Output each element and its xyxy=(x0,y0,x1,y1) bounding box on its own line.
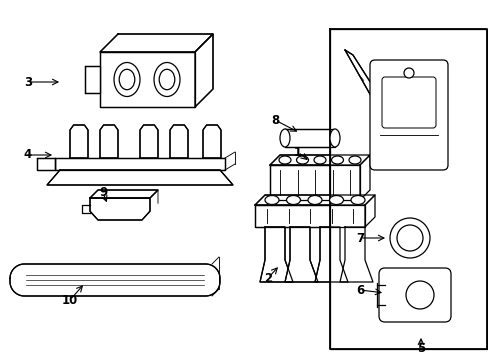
Polygon shape xyxy=(329,29,486,349)
Ellipse shape xyxy=(114,63,140,96)
FancyBboxPatch shape xyxy=(369,60,447,170)
Text: 4: 4 xyxy=(24,148,32,162)
Text: 3: 3 xyxy=(24,76,32,89)
Ellipse shape xyxy=(159,69,174,90)
Circle shape xyxy=(405,281,433,309)
Ellipse shape xyxy=(307,195,321,204)
Polygon shape xyxy=(359,155,369,200)
Text: 10: 10 xyxy=(62,293,78,306)
Text: 1: 1 xyxy=(293,145,302,158)
Polygon shape xyxy=(47,170,232,185)
Text: 7: 7 xyxy=(355,231,364,244)
Ellipse shape xyxy=(348,156,360,164)
Polygon shape xyxy=(90,190,158,198)
Ellipse shape xyxy=(154,63,180,96)
Circle shape xyxy=(396,225,422,251)
Polygon shape xyxy=(10,264,220,296)
Ellipse shape xyxy=(279,156,290,164)
Circle shape xyxy=(403,68,413,78)
Polygon shape xyxy=(339,227,372,282)
Ellipse shape xyxy=(280,129,289,147)
Ellipse shape xyxy=(329,129,339,147)
Text: 2: 2 xyxy=(264,271,271,284)
Text: 8: 8 xyxy=(270,113,279,126)
Ellipse shape xyxy=(313,156,325,164)
Polygon shape xyxy=(85,66,100,93)
Ellipse shape xyxy=(119,69,135,90)
Circle shape xyxy=(389,218,429,258)
Polygon shape xyxy=(260,227,292,282)
Polygon shape xyxy=(285,129,334,147)
Polygon shape xyxy=(37,158,55,170)
Polygon shape xyxy=(100,52,195,107)
Ellipse shape xyxy=(264,195,279,204)
Ellipse shape xyxy=(286,195,300,204)
Polygon shape xyxy=(254,205,364,227)
Polygon shape xyxy=(285,227,317,282)
Polygon shape xyxy=(345,50,419,165)
Polygon shape xyxy=(55,158,224,170)
Ellipse shape xyxy=(350,195,364,204)
Text: 5: 5 xyxy=(416,342,424,355)
Polygon shape xyxy=(140,125,158,158)
Polygon shape xyxy=(254,195,374,205)
Ellipse shape xyxy=(331,156,343,164)
Polygon shape xyxy=(314,227,347,282)
Polygon shape xyxy=(100,125,118,158)
Ellipse shape xyxy=(329,195,343,204)
Text: 9: 9 xyxy=(99,186,107,199)
Polygon shape xyxy=(100,34,213,52)
Polygon shape xyxy=(90,198,150,220)
Polygon shape xyxy=(195,34,213,107)
Polygon shape xyxy=(269,165,359,200)
Polygon shape xyxy=(364,195,374,227)
FancyBboxPatch shape xyxy=(381,77,435,128)
Polygon shape xyxy=(70,125,88,158)
Polygon shape xyxy=(269,155,369,165)
Polygon shape xyxy=(203,125,221,158)
Ellipse shape xyxy=(296,156,308,164)
FancyBboxPatch shape xyxy=(378,268,450,322)
Polygon shape xyxy=(170,125,187,158)
Text: 6: 6 xyxy=(355,284,364,297)
